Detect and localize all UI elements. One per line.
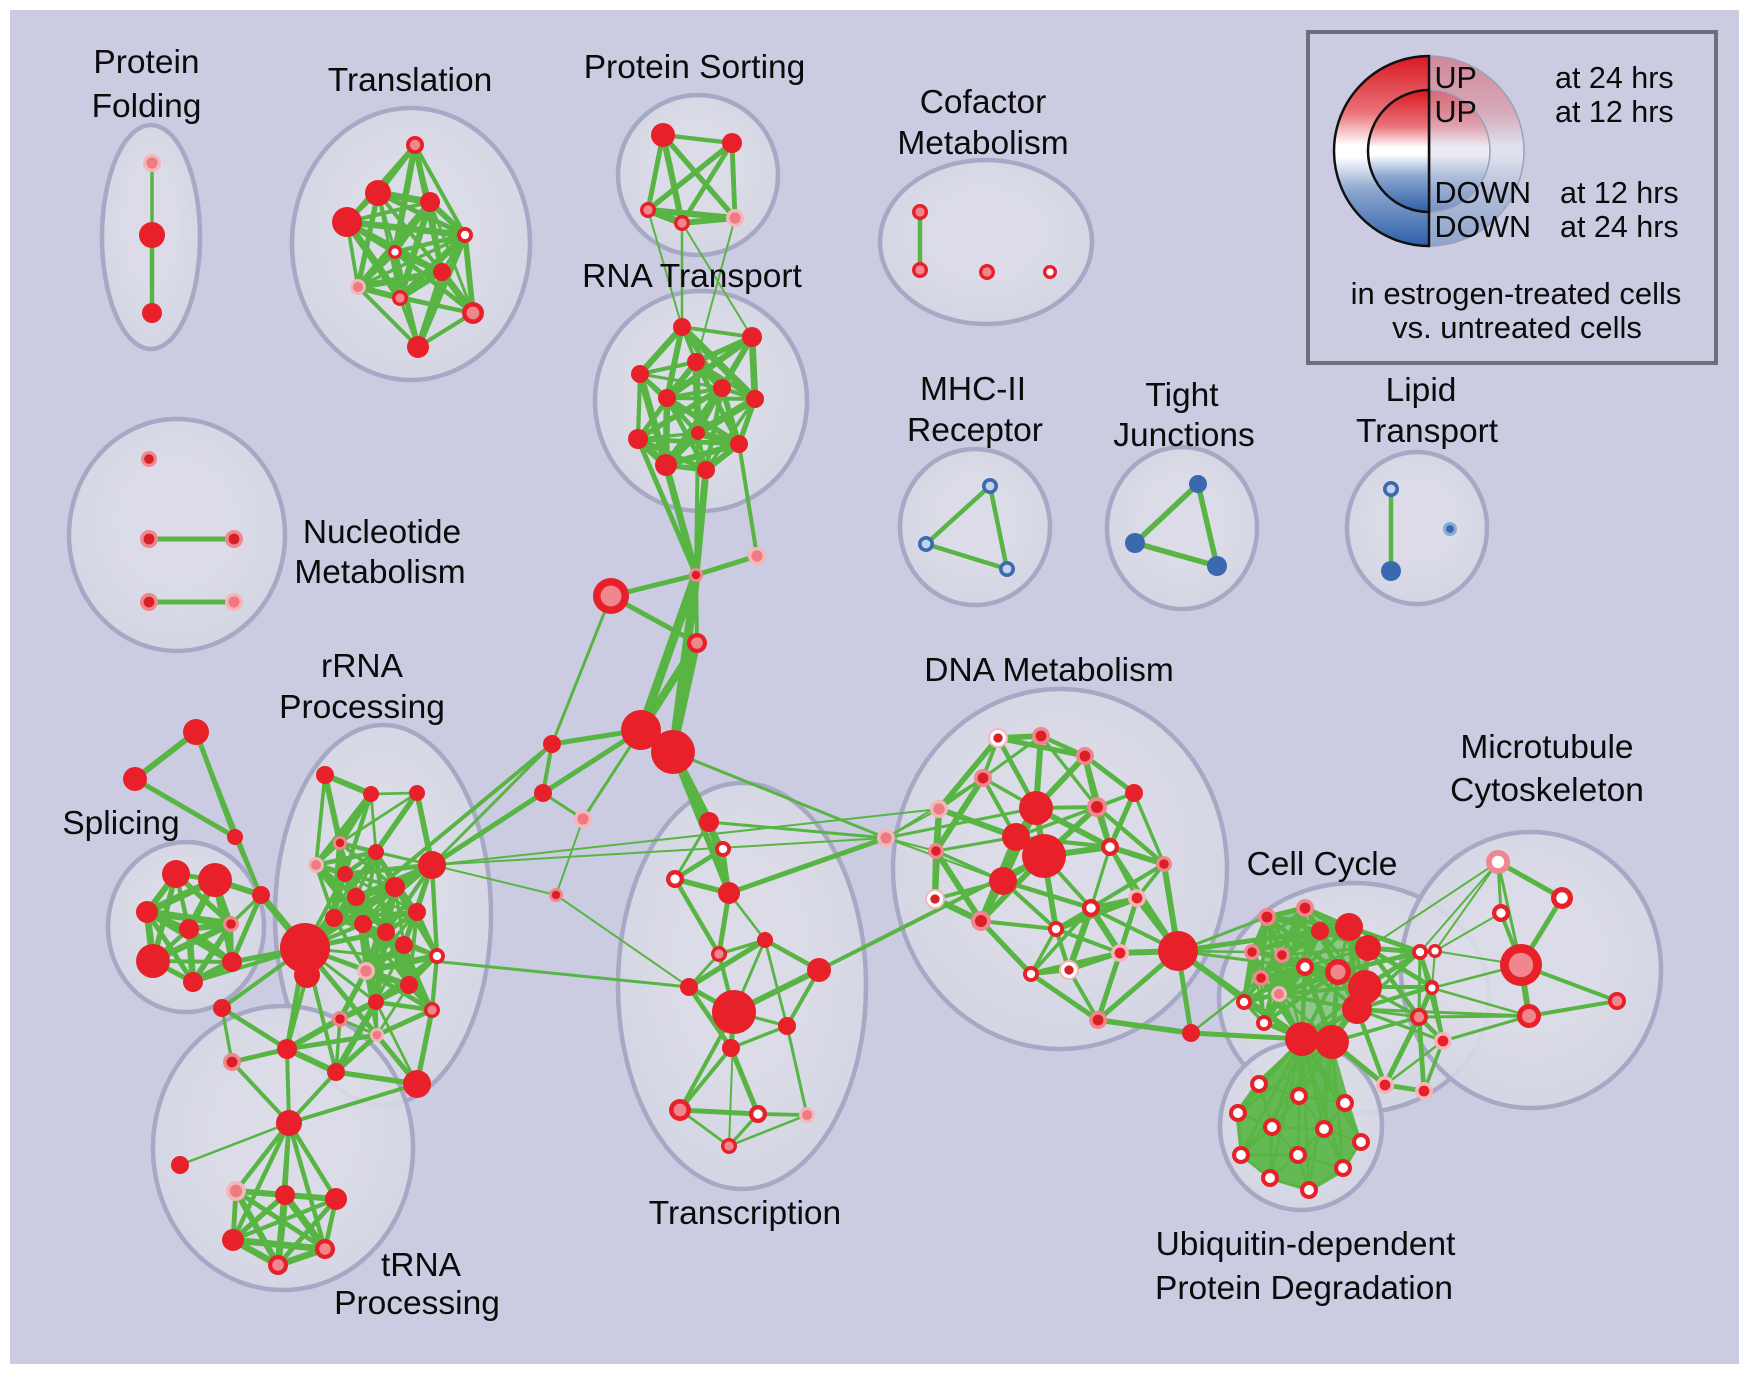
svg-text:Nucleotide: Nucleotide — [303, 514, 461, 551]
svg-text:Ubiquitin-dependent: Ubiquitin-dependent — [1156, 1226, 1457, 1263]
svg-text:Tight: Tight — [1145, 377, 1219, 414]
svg-text:Folding: Folding — [92, 88, 202, 125]
svg-text:Processing: Processing — [279, 689, 445, 726]
svg-text:DOWN: DOWN — [1435, 176, 1532, 210]
svg-text:Cofactor: Cofactor — [920, 84, 1047, 121]
svg-text:Metabolism: Metabolism — [897, 125, 1068, 162]
svg-text:Splicing: Splicing — [62, 805, 179, 842]
svg-text:Transcription: Transcription — [649, 1195, 841, 1232]
svg-text:UP: UP — [1435, 95, 1477, 129]
svg-text:DNA Metabolism: DNA Metabolism — [924, 652, 1173, 689]
svg-text:rRNA: rRNA — [321, 648, 404, 685]
svg-text:Transport: Transport — [1356, 413, 1499, 450]
svg-text:Translation: Translation — [328, 62, 492, 99]
svg-text:UP: UP — [1435, 61, 1477, 95]
svg-text:DOWN: DOWN — [1435, 210, 1532, 244]
svg-text:Receptor: Receptor — [907, 412, 1043, 449]
svg-text:at 12 hrs: at 12 hrs — [1555, 95, 1674, 129]
svg-text:in estrogen-treated cells: in estrogen-treated cells — [1351, 276, 1682, 311]
svg-text:vs. untreated cells: vs. untreated cells — [1392, 310, 1642, 345]
svg-text:Protein: Protein — [93, 44, 199, 81]
svg-text:tRNA: tRNA — [381, 1247, 462, 1284]
svg-text:Microtubule: Microtubule — [1460, 729, 1633, 766]
svg-text:at 24 hrs: at 24 hrs — [1560, 210, 1679, 244]
svg-text:Protein Degradation: Protein Degradation — [1155, 1270, 1453, 1307]
svg-text:Protein Sorting: Protein Sorting — [584, 49, 806, 86]
svg-text:Metabolism: Metabolism — [294, 554, 465, 591]
svg-text:Cell Cycle: Cell Cycle — [1247, 846, 1398, 883]
svg-text:at 12 hrs: at 12 hrs — [1560, 176, 1679, 210]
svg-text:MHC-II: MHC-II — [920, 371, 1026, 408]
svg-text:Junctions: Junctions — [1113, 417, 1255, 454]
svg-text:RNA Transport: RNA Transport — [582, 258, 802, 295]
svg-text:at 24 hrs: at 24 hrs — [1555, 61, 1674, 95]
svg-text:Processing: Processing — [334, 1285, 500, 1322]
svg-text:Cytoskeleton: Cytoskeleton — [1450, 772, 1644, 809]
svg-text:Lipid: Lipid — [1386, 372, 1457, 409]
